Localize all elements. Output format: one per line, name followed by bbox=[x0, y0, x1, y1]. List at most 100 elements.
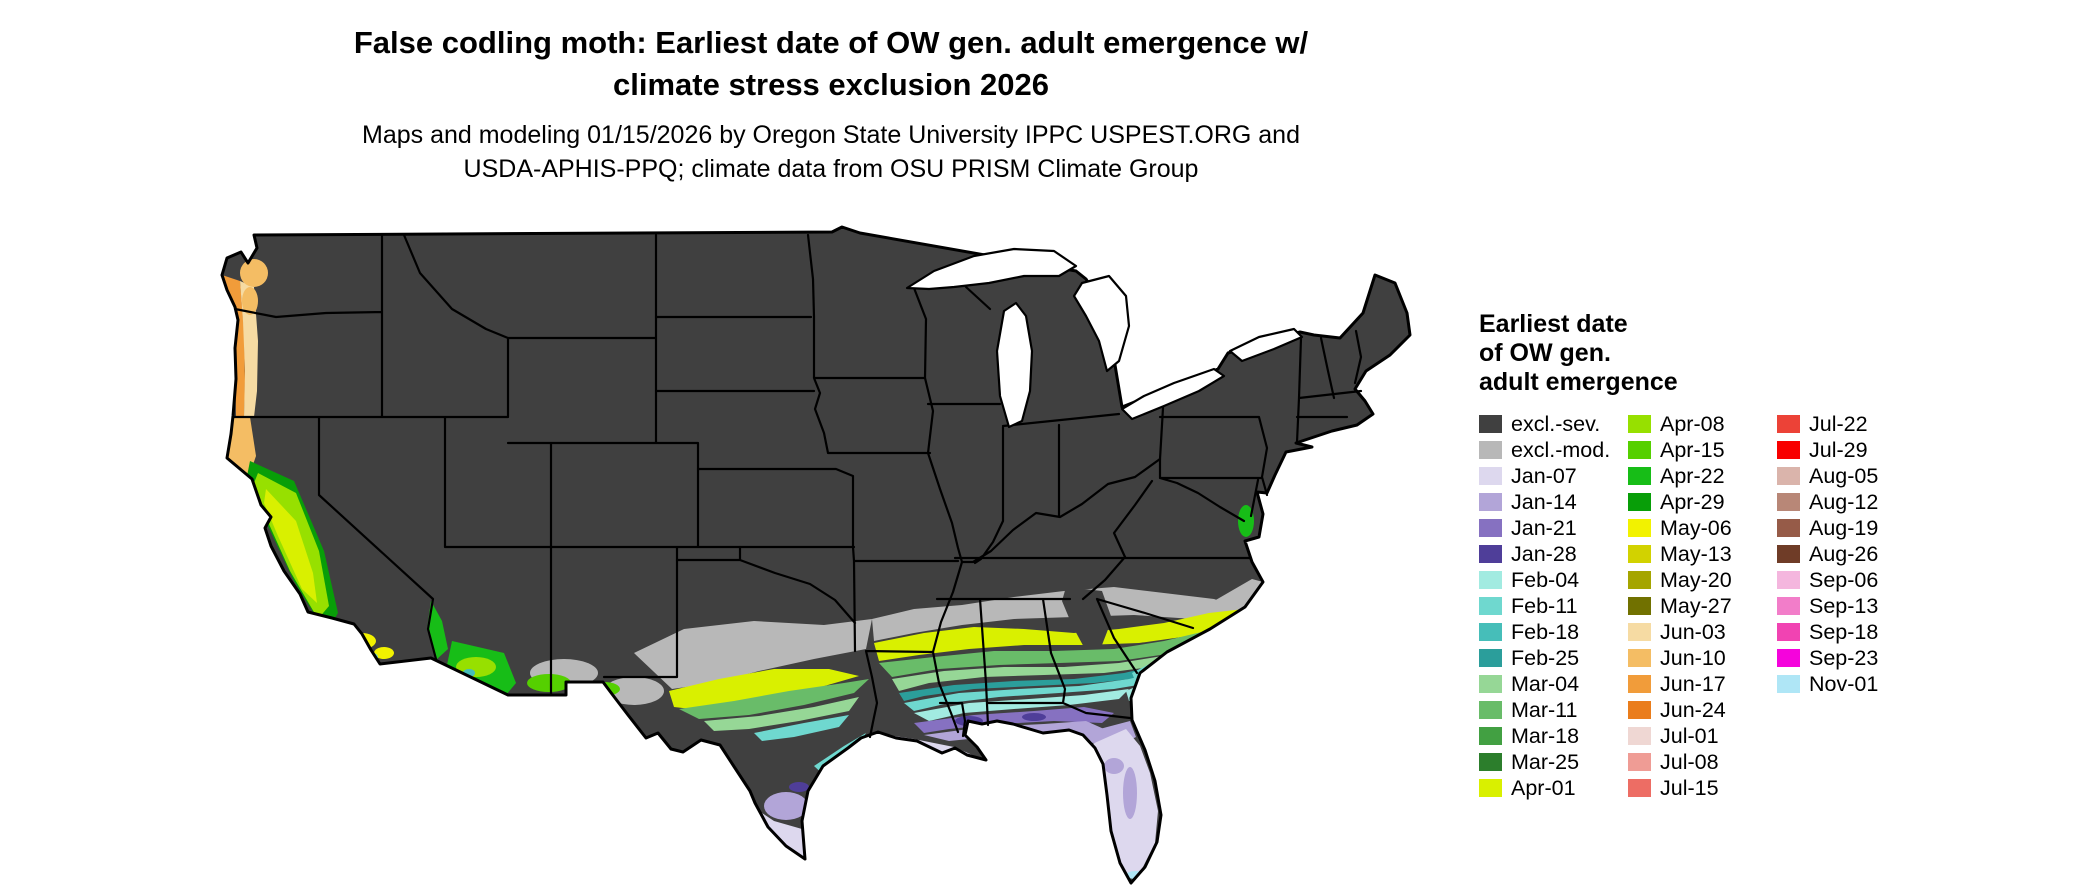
legend-entry: May-27 bbox=[1628, 593, 1762, 619]
us-outline bbox=[220, 225, 1412, 885]
legend-swatch bbox=[1479, 727, 1502, 745]
legend-entry: Jan-07 bbox=[1479, 463, 1613, 489]
region-mar-band-texas bbox=[679, 679, 869, 719]
legend-label: May-13 bbox=[1660, 541, 1732, 566]
legend-swatch bbox=[1628, 753, 1651, 771]
legend-label: Jan-21 bbox=[1511, 515, 1577, 540]
legend-swatch bbox=[1479, 467, 1502, 485]
legend-columns: excl.-sev. excl.-mod. Jan-07 Jan-14 Jan-21 Ja… bbox=[1479, 411, 1926, 801]
legend-label: Mar-18 bbox=[1511, 723, 1580, 748]
legend-entry: Jul-01 bbox=[1628, 723, 1762, 749]
legend-swatch bbox=[1479, 545, 1502, 563]
legend-title-line-3: adult emergence bbox=[1479, 368, 1678, 396]
legend-label: Jun-17 bbox=[1660, 671, 1726, 696]
legend-swatch bbox=[1628, 415, 1651, 433]
legend-entry: Mar-18 bbox=[1479, 723, 1613, 749]
legend-entry: Sep-23 bbox=[1777, 645, 1911, 671]
legend-entry: Mar-04 bbox=[1479, 671, 1613, 697]
legend-label: Jun-10 bbox=[1660, 645, 1726, 670]
legend-swatch bbox=[1479, 649, 1502, 667]
legend-entry: Apr-22 bbox=[1628, 463, 1762, 489]
legend-label: Apr-22 bbox=[1660, 463, 1725, 488]
region-nc-coast-green bbox=[1210, 635, 1234, 647]
legend-column: excl.-sev. excl.-mod. Jan-07 Jan-14 Jan-21 Ja… bbox=[1479, 411, 1613, 801]
legend-label: Jun-03 bbox=[1660, 619, 1726, 644]
legend-swatch bbox=[1628, 649, 1651, 667]
legend-entry: Jun-03 bbox=[1628, 619, 1762, 645]
legend-label: Aug-12 bbox=[1809, 489, 1879, 514]
legend-entry: Apr-08 bbox=[1628, 411, 1762, 437]
legend-label: Apr-08 bbox=[1660, 411, 1725, 436]
page-title: False codling moth: Earliest date of OW … bbox=[0, 22, 1662, 106]
legend-label: Sep-06 bbox=[1809, 567, 1879, 592]
legend-swatch bbox=[1479, 571, 1502, 589]
region-gray-westtexas bbox=[604, 677, 664, 705]
legend-entry: Aug-26 bbox=[1777, 541, 1911, 567]
legend-title-line-1: Earliest date bbox=[1479, 310, 1628, 338]
legend-swatch bbox=[1777, 623, 1800, 641]
legend-swatch bbox=[1628, 493, 1651, 511]
subtitle-line-2: USDA-APHIS-PPQ; climate data from OSU PR… bbox=[463, 155, 1199, 183]
legend-swatch bbox=[1479, 441, 1502, 459]
legend-swatch bbox=[1628, 571, 1651, 589]
legend-entry: Aug-05 bbox=[1777, 463, 1911, 489]
legend-entry: excl.-mod. bbox=[1479, 437, 1613, 463]
legend-swatch bbox=[1479, 701, 1502, 719]
legend-entry: Aug-19 bbox=[1777, 515, 1911, 541]
legend-label: Jun-24 bbox=[1660, 697, 1726, 722]
region-florida-jan14-north bbox=[1104, 758, 1124, 774]
legend-label: Jan-28 bbox=[1511, 541, 1577, 566]
legend-entry: Jan-28 bbox=[1479, 541, 1613, 567]
legend-swatch bbox=[1777, 519, 1800, 537]
region-socal-cyan-2 bbox=[332, 625, 346, 633]
legend-label: Jan-07 bbox=[1511, 463, 1577, 488]
legend-entry: May-06 bbox=[1628, 515, 1762, 541]
legend-label: Jan-14 bbox=[1511, 489, 1577, 514]
legend-entry: May-20 bbox=[1628, 567, 1762, 593]
region-puget-lowland-2 bbox=[242, 287, 258, 315]
legend-label: Feb-04 bbox=[1511, 567, 1580, 592]
legend-label: Jul-22 bbox=[1809, 411, 1868, 436]
legend-entry: Mar-11 bbox=[1479, 697, 1613, 723]
us-choropleth-map bbox=[214, 221, 1434, 892]
region-gray-band-texas bbox=[634, 619, 872, 689]
legend-swatch bbox=[1479, 493, 1502, 511]
page-subtitle: Maps and modeling 01/15/2026 by Oregon S… bbox=[0, 118, 1662, 186]
legend-title: Earliest date of OW gen. adult emergence bbox=[1479, 310, 1926, 397]
region-jan07-south-texas bbox=[762, 813, 805, 859]
region-mar04-band-texas bbox=[704, 697, 859, 731]
legend-swatch bbox=[1777, 571, 1800, 589]
legend-column: Apr-08 Apr-15 Apr-22 Apr-29 May-06 May-13 May-… bbox=[1628, 411, 1762, 801]
legend-label: Aug-05 bbox=[1809, 463, 1879, 488]
legend-swatch bbox=[1479, 519, 1502, 537]
legend-swatch bbox=[1777, 649, 1800, 667]
legend-entry: Sep-13 bbox=[1777, 593, 1911, 619]
legend-label: Jul-15 bbox=[1660, 775, 1719, 800]
region-feb11-texas-central bbox=[754, 715, 849, 741]
legend-label: Jul-08 bbox=[1660, 749, 1719, 774]
legend-entry: Jan-14 bbox=[1479, 489, 1613, 515]
legend-label: Feb-18 bbox=[1511, 619, 1580, 644]
legend-label: Aug-26 bbox=[1809, 541, 1879, 566]
title-line-2: climate stress exclusion 2026 bbox=[613, 67, 1049, 102]
legend-label: excl.-mod. bbox=[1511, 437, 1611, 462]
legend-entry: Sep-06 bbox=[1777, 567, 1911, 593]
legend-entry: Apr-29 bbox=[1628, 489, 1762, 515]
legend-swatch bbox=[1479, 779, 1502, 797]
great-lakes bbox=[905, 247, 1304, 429]
legend-entry: Feb-04 bbox=[1479, 567, 1613, 593]
legend-entry: Jun-24 bbox=[1628, 697, 1762, 723]
legend-label: May-27 bbox=[1660, 593, 1732, 618]
legend-label: Sep-13 bbox=[1809, 593, 1879, 618]
legend-swatch bbox=[1777, 545, 1800, 563]
legend-swatch bbox=[1628, 675, 1651, 693]
legend-label: Sep-23 bbox=[1809, 645, 1879, 670]
legend-entry: Jul-29 bbox=[1777, 437, 1911, 463]
region-jan14-south-texas bbox=[764, 792, 808, 820]
legend-label: Feb-11 bbox=[1511, 593, 1578, 618]
legend-swatch bbox=[1479, 753, 1502, 771]
legend-swatch bbox=[1777, 441, 1800, 459]
legend-swatch bbox=[1628, 727, 1651, 745]
legend-entry: excl.-sev. bbox=[1479, 411, 1613, 437]
legend-swatch bbox=[1777, 467, 1800, 485]
